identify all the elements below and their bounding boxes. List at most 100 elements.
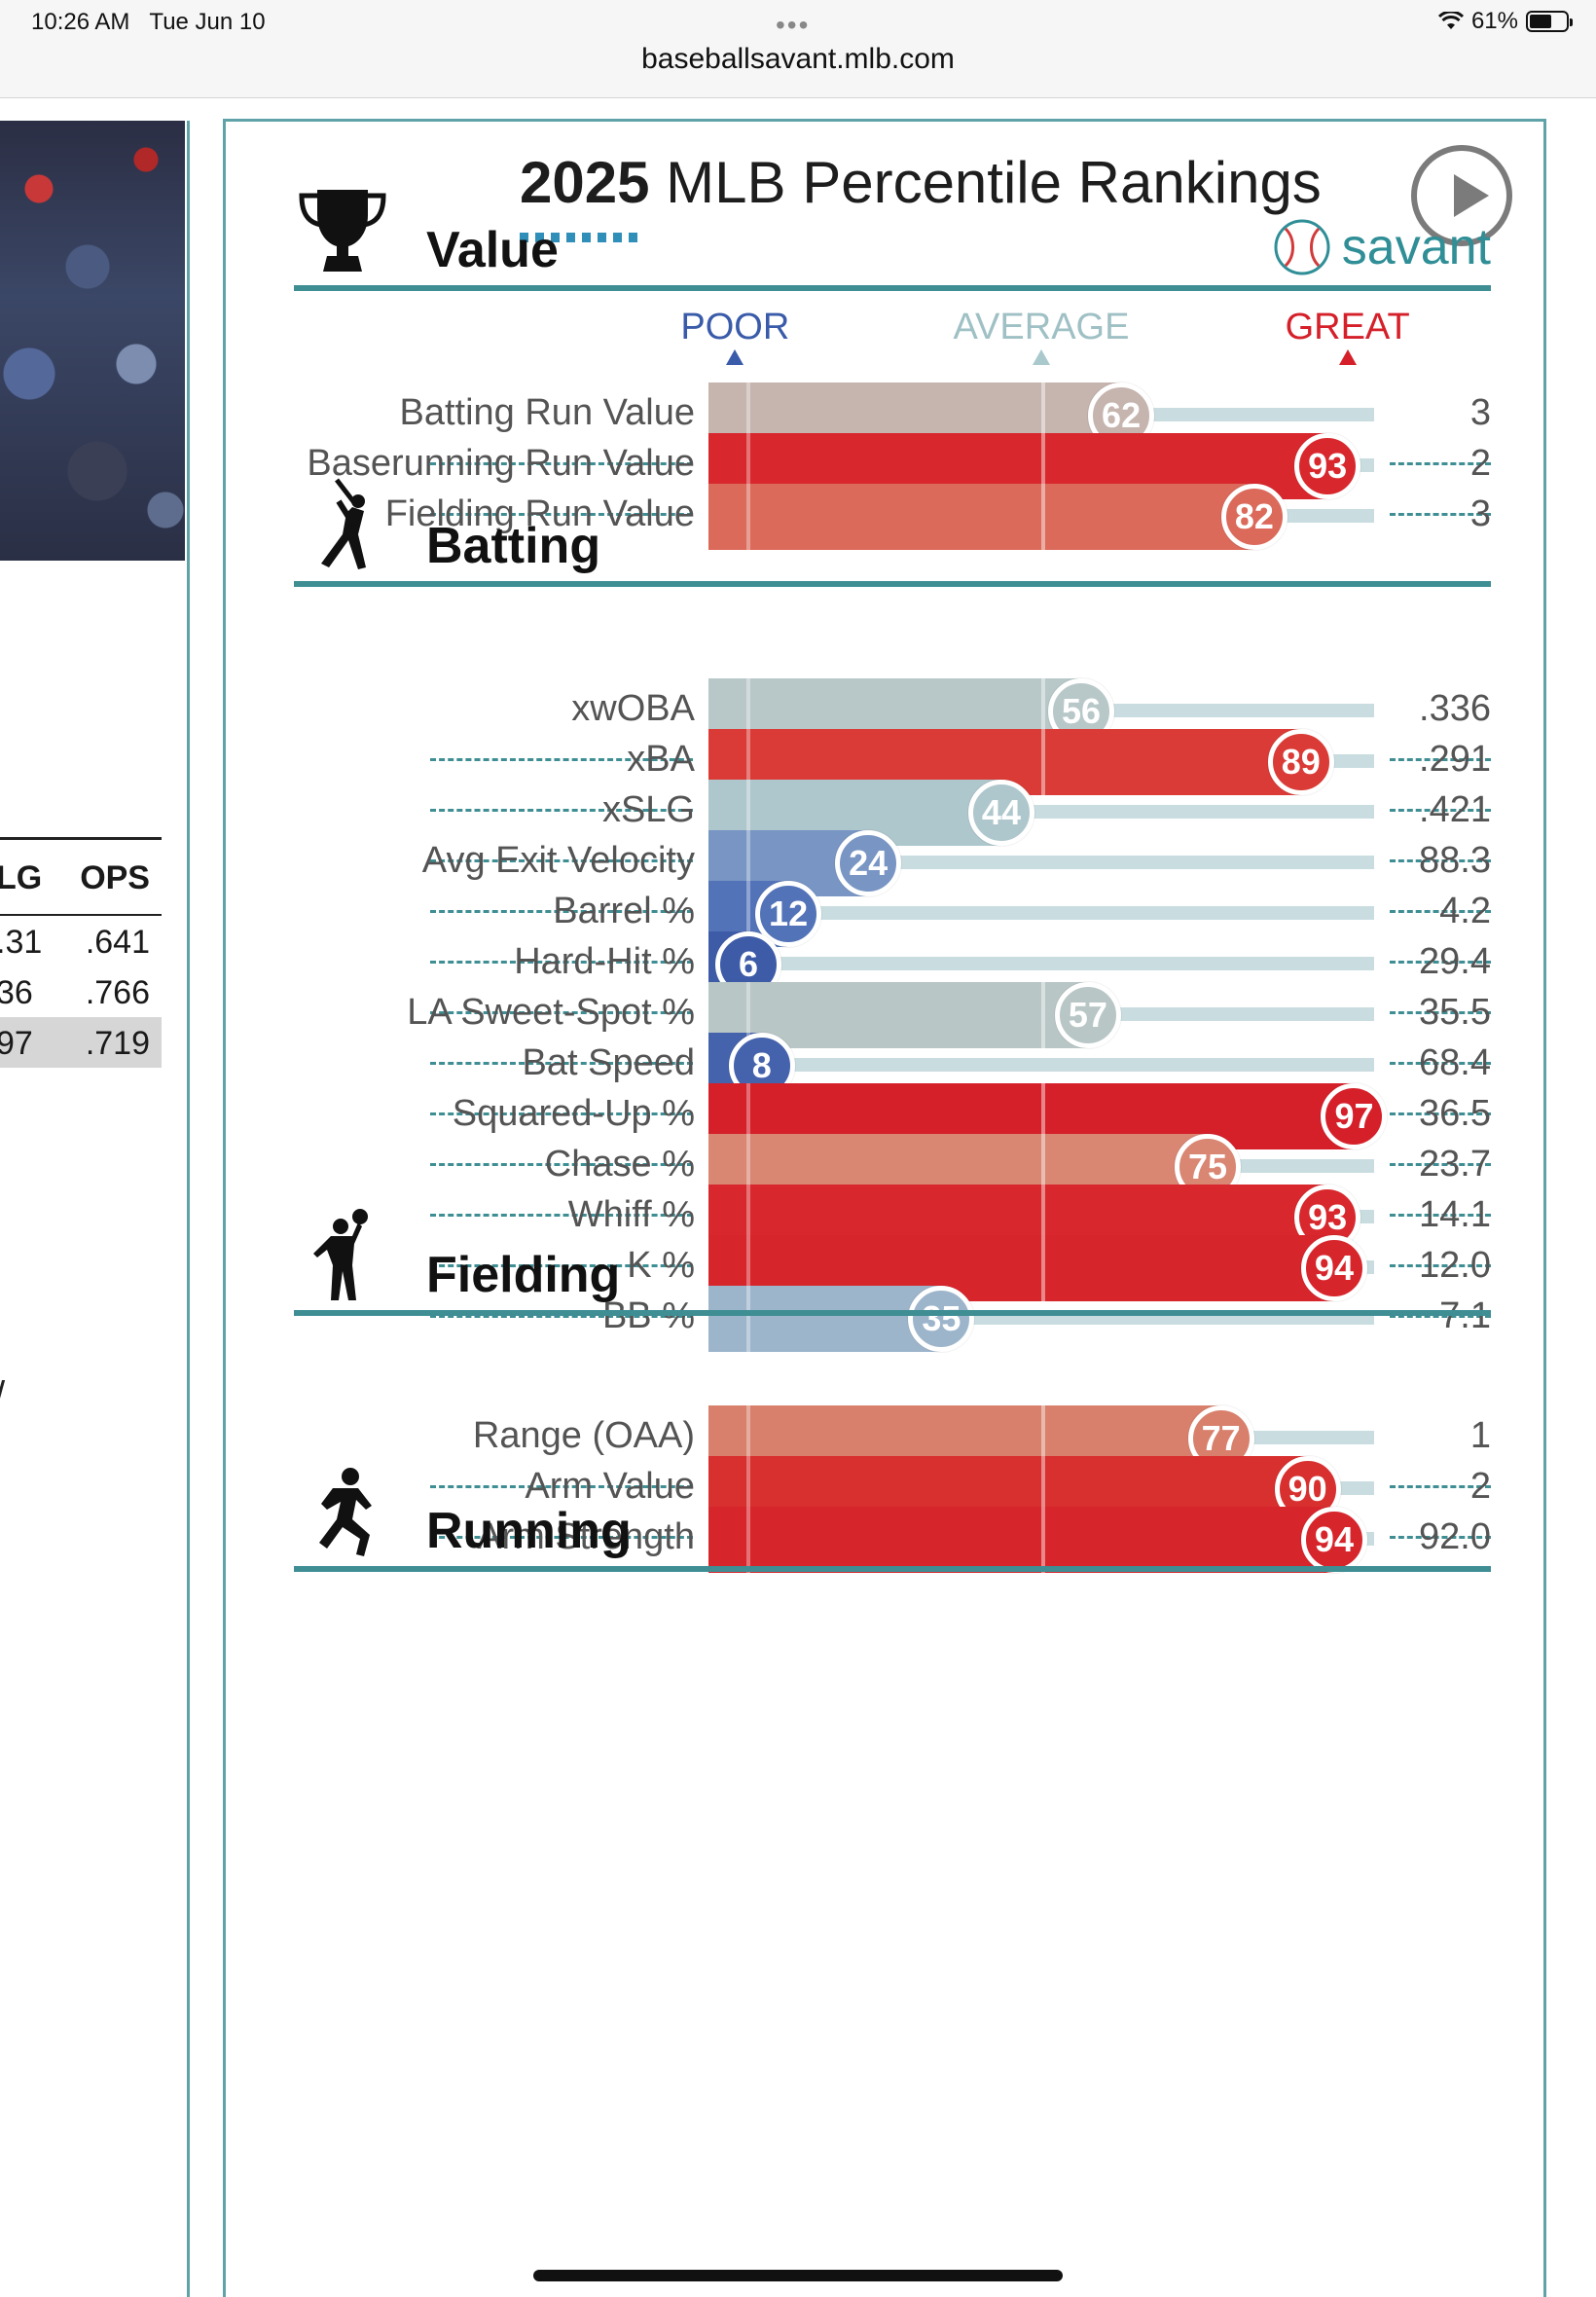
metric-value: .291	[1419, 739, 1491, 780]
percentile-bubble: 82	[1220, 484, 1288, 550]
bar-tick	[746, 982, 750, 1048]
table-cell: 97	[0, 1025, 33, 1062]
metric-label: xBA	[627, 739, 695, 780]
row-divider	[430, 910, 693, 913]
row-divider	[430, 1112, 693, 1115]
metric-label: Hard-Hit %	[514, 941, 695, 982]
row-divider	[430, 1485, 693, 1488]
table-cell: .31	[0, 924, 43, 961]
metric-label: Fielding Run Value	[384, 493, 695, 534]
row-divider	[1390, 1163, 1491, 1166]
battery-icon	[1526, 11, 1573, 32]
section-divider	[294, 581, 1491, 587]
percentile-bubble: 44	[967, 780, 1034, 846]
section-header-batting: Batting	[294, 478, 1491, 587]
average-tick	[1041, 1456, 1045, 1522]
runner-icon	[294, 1463, 411, 1572]
text-fragment: /	[0, 1374, 5, 1418]
metric-label: Whiff %	[567, 1194, 695, 1235]
metric-value: .421	[1419, 789, 1491, 830]
row-divider	[1390, 1536, 1491, 1539]
bar-tick	[746, 1456, 750, 1522]
more-dots-icon[interactable]: •••	[776, 10, 811, 40]
table-row: 97 .719	[0, 1017, 162, 1068]
table-cell: .641	[85, 924, 150, 961]
metric-label: LA Sweet-Spot %	[407, 992, 695, 1033]
percentile-rankings-card: 2025 MLB Percentile Rankings Value savant…	[223, 119, 1546, 2297]
metric-value: 4.2	[1439, 891, 1491, 931]
status-indicators: 61%	[1437, 8, 1573, 35]
section-header-running: Running	[294, 1463, 1491, 1572]
scale-arrow-poor	[726, 349, 744, 365]
scale-label-poor: POOR	[680, 307, 790, 347]
player-info-panel: LG OPS .31 .641 36 .766 97 .719 /	[0, 121, 190, 2297]
row-divider	[430, 1536, 693, 1539]
row-divider	[1390, 1011, 1491, 1014]
play-button[interactable]	[1411, 145, 1512, 246]
bar-tick	[746, 1134, 750, 1200]
average-tick	[1041, 729, 1045, 795]
metric-value: 14.1	[1419, 1194, 1491, 1235]
savant-logo-text: savant	[1341, 219, 1491, 275]
row-divider	[430, 1315, 693, 1318]
metric-value: 68.4	[1419, 1042, 1491, 1083]
metric-row[interactable]: K % 94 12.0	[294, 1233, 1491, 1318]
bar-tick	[746, 1185, 750, 1251]
player-photo	[0, 121, 185, 561]
metric-row[interactable]: Baserunning Run Value 93 2	[294, 431, 1491, 516]
page-title: 2025 MLB Percentile Rankings	[520, 150, 1322, 215]
bar-tick	[746, 1405, 750, 1472]
metric-label: Baserunning Run Value	[307, 443, 695, 484]
average-tick	[1041, 484, 1045, 550]
percentile-bubble: 35	[908, 1286, 975, 1352]
bar-tick	[746, 1235, 750, 1301]
bar-tick	[746, 484, 750, 550]
table-cell: 36	[0, 974, 33, 1011]
percentile-bubble: 24	[835, 830, 902, 896]
row-divider	[1390, 809, 1491, 812]
metric-row[interactable]: Squared-Up % 97 36.5	[294, 1081, 1491, 1166]
section-divider	[294, 1310, 1491, 1316]
bar-tick	[746, 881, 750, 947]
row-divider	[1390, 910, 1491, 913]
title-underline	[520, 233, 644, 242]
percentile-bubble: 57	[1054, 982, 1121, 1048]
metric-value: 3	[1469, 493, 1491, 534]
metric-row[interactable]: LA Sweet-Spot % 57 35.5	[294, 980, 1491, 1065]
row-divider	[430, 1214, 693, 1217]
row-divider	[1390, 1315, 1491, 1318]
row-divider	[1390, 1485, 1491, 1488]
batter-icon	[294, 478, 411, 587]
percentile-track	[708, 957, 1374, 970]
table-cell: .766	[85, 974, 150, 1011]
savant-logo[interactable]: savant	[1272, 217, 1491, 277]
url-bar[interactable]: baseballsavant.mlb.com	[641, 43, 955, 75]
metric-label: Chase %	[544, 1144, 695, 1185]
trophy-icon	[294, 182, 411, 291]
row-divider	[430, 462, 693, 465]
battery-percent: 61%	[1470, 8, 1518, 34]
home-indicator[interactable]	[533, 2270, 1063, 2281]
metric-value: 3	[1469, 392, 1491, 433]
section-divider	[294, 285, 1491, 291]
metric-value: 1	[1469, 1415, 1491, 1456]
row-divider	[430, 1264, 693, 1267]
section-title: Value	[426, 222, 559, 278]
baseball-icon	[1274, 219, 1330, 275]
percentile-bubble: 93	[1294, 433, 1361, 499]
metric-value: 2	[1469, 443, 1491, 484]
browser-status-bar: 10:26 AM Tue Jun 10 ••• 61% baseballsava…	[0, 0, 1596, 98]
metric-value: 23.7	[1419, 1144, 1491, 1185]
bar-tick	[746, 1507, 750, 1573]
metric-row[interactable]: Fielding Run Value 82 3	[294, 482, 1491, 558]
row-divider	[430, 1011, 693, 1014]
metric-value: 29.4	[1419, 941, 1491, 982]
average-tick	[1041, 982, 1045, 1048]
average-tick	[1041, 678, 1045, 745]
metric-value: 88.3	[1419, 840, 1491, 881]
row-divider	[430, 1163, 693, 1166]
bar-tick	[746, 830, 750, 896]
scale-arrow-average	[1033, 349, 1050, 365]
section-title: Batting	[426, 518, 601, 574]
average-tick	[1041, 1235, 1045, 1301]
